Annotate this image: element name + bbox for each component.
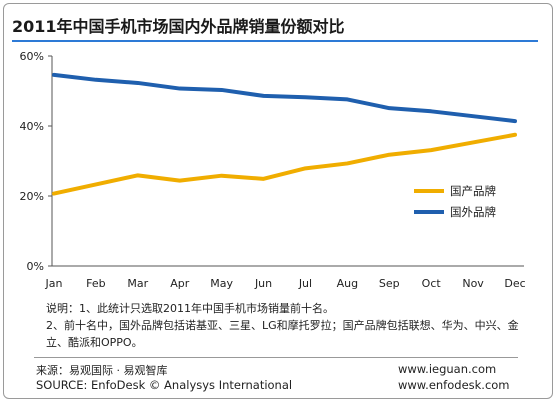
note-line-3: 立、酷派和OPPO。 [46, 336, 143, 349]
url-enfodesk: www.enfodesk.com [398, 378, 510, 392]
y-ticks: 0% 20% 40% 60% [20, 50, 52, 273]
source-cn: 来源：易观国际 · 易观智库 [36, 364, 168, 377]
title-underline [12, 40, 538, 42]
legend-label: 国产品牌 [450, 184, 496, 198]
x-tick-label: Feb [86, 277, 105, 290]
y-tick-label: 40% [20, 120, 44, 133]
y-tick-label: 20% [20, 190, 44, 203]
x-tick-label: Dec [504, 277, 525, 290]
x-ticks: Jan Feb Mar Apr May Jun Jul Aug Sep Oct Nov Dec [45, 277, 526, 290]
x-tick-label: Sep [379, 277, 400, 290]
x-tick-label: Apr [170, 277, 190, 290]
x-tick-label: Nov [462, 277, 484, 290]
series-layer [52, 72, 517, 196]
line-chart: 0% 20% 40% 60% Jan Feb Mar Apr May Jun Jul Aug Sep O… [20, 50, 526, 290]
x-tick-label: May [210, 277, 233, 290]
note-line-2: 2、前十名中，国外品牌包括诺基亚、三星、LG和摩托罗拉；国产品牌包括联想、华为、… [46, 319, 519, 332]
source-en: SOURCE: EnfoDesk © Analysys Internationa… [36, 378, 293, 392]
x-tick-label: Oct [422, 277, 442, 290]
chart-title: 2011年中国手机市场国内外品牌销量份额对比 [12, 17, 345, 36]
series-line-1 [52, 72, 517, 124]
x-tick-label: Jun [254, 277, 272, 290]
y-tick-label: 0% [27, 260, 44, 273]
x-tick-label: Jan [45, 277, 63, 290]
url-ieguan: www.ieguan.com [398, 362, 497, 376]
note-line-1: 说明：1、此统计只选取2011年中国手机市场销量前十名。 [46, 302, 334, 315]
footer-divider [34, 357, 518, 358]
notes: 说明：1、此统计只选取2011年中国手机市场销量前十名。 2、前十名中，国外品牌… [46, 300, 526, 351]
x-tick-label: Jul [298, 277, 312, 290]
legend-label: 国外品牌 [450, 205, 496, 219]
x-tick-label: Mar [127, 277, 148, 290]
chart-frame [3, 3, 553, 399]
series-line-0 [52, 132, 517, 196]
x-tick-label: Aug [337, 277, 358, 290]
y-tick-label: 60% [20, 50, 44, 63]
